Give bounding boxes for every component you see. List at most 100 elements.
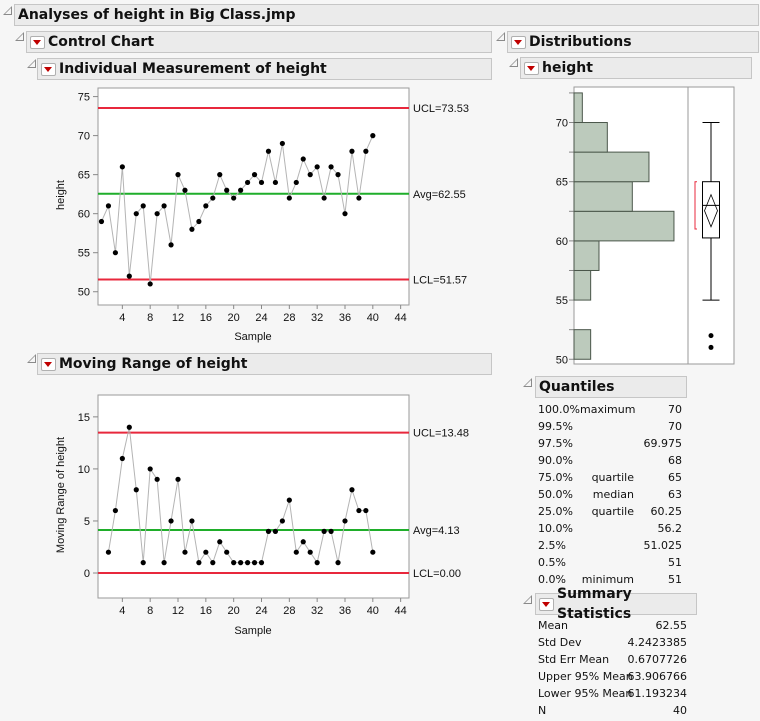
individual-point (105, 203, 112, 209)
individual-point (328, 164, 334, 170)
individual-point (363, 148, 369, 154)
individual-point (244, 179, 251, 186)
individual-point (321, 195, 327, 201)
quantile-pct: 0.5% (538, 556, 566, 569)
moving-range-point (203, 549, 209, 555)
individual-xtick-label: 28 (283, 312, 295, 324)
quantile-pct: 25.0% (538, 505, 573, 518)
mr-xlabel: Sample (234, 625, 271, 637)
mr-ylabel: Moving Range of height (55, 437, 67, 553)
summary-value: 4.2423385 (627, 636, 688, 649)
individual-ytick-label: 70 (78, 131, 90, 143)
height-header[interactable]: height (520, 57, 752, 79)
moving-range-xtick-label: 16 (200, 605, 212, 617)
individual-xlabel: Sample (234, 331, 271, 343)
moving-range-limit-label: LCL=0.00 (413, 568, 461, 580)
mean-diamond (704, 193, 718, 228)
individual-xtick-label: 40 (367, 312, 379, 324)
individual-point (231, 195, 237, 201)
disclosure-icon[interactable] (523, 378, 532, 387)
moving-range-plot-frame (97, 394, 410, 599)
quantile-pct: 90.0% (538, 454, 573, 467)
boxplot-box (702, 181, 720, 239)
moving-range-header[interactable]: Moving Range of height (37, 353, 492, 375)
quantile-pct: 2.5% (538, 539, 566, 552)
disclosure-icon[interactable] (523, 595, 532, 604)
red-triangle-menu-icon[interactable] (41, 62, 56, 76)
disclosure-icon[interactable] (509, 58, 518, 67)
individual-point (314, 164, 320, 170)
individual-series-line (101, 135, 374, 284)
control-chart-header[interactable]: Control Chart (26, 31, 492, 53)
summary-value: 62.55 (655, 619, 688, 632)
red-triangle-menu-icon[interactable] (41, 357, 56, 371)
red-triangle-menu-icon[interactable] (524, 61, 539, 75)
moving-range-point (196, 560, 202, 566)
individual-point (224, 187, 230, 193)
quantiles-header[interactable]: Quantiles (535, 376, 687, 398)
disclosure-icon[interactable] (27, 354, 36, 363)
summary-stats-title: Summary Statistics (557, 586, 632, 622)
distributions-header[interactable]: Distributions (507, 31, 759, 53)
moving-range-point (105, 549, 112, 555)
moving-range-xtick-label: 20 (228, 605, 240, 617)
quantile-label: quartile (591, 471, 634, 484)
individual-limit-label: LCL=51.57 (413, 274, 467, 286)
individual-point (258, 179, 265, 186)
report-title-text: Analyses of height in Big Class.jmp (18, 7, 296, 23)
disclosure-icon[interactable] (27, 59, 36, 68)
individual-xtick-label: 4 (119, 312, 125, 324)
moving-range-point (231, 560, 237, 566)
disclosure-icon[interactable] (496, 32, 505, 41)
summary-value: 40 (673, 704, 687, 717)
moving-range-ytick-label: 15 (78, 412, 90, 424)
moving-range-xtick-label: 4 (119, 605, 125, 617)
disclosure-icon[interactable] (3, 6, 12, 15)
moving-range-point (175, 476, 181, 482)
moving-range-point (321, 528, 327, 534)
disclosure-icon[interactable] (15, 32, 24, 41)
moving-range-point (182, 549, 188, 555)
individual-ylabel: height (55, 180, 67, 210)
moving-range-ytick-label: 0 (84, 568, 90, 580)
moving-range-point (370, 549, 376, 555)
individual-point (161, 203, 167, 209)
histogram-ytick-label: 70 (556, 118, 568, 130)
moving-range-point (224, 549, 230, 555)
quantile-pct: 75.0% (538, 471, 573, 484)
individual-point (300, 156, 306, 162)
height-title: height (542, 60, 593, 76)
red-triangle-menu-icon[interactable] (539, 597, 554, 611)
individual-chart-header[interactable]: Individual Measurement of height (37, 58, 492, 80)
histogram-bar (573, 151, 650, 183)
red-triangle-menu-icon[interactable] (511, 35, 526, 49)
summary-value: 61.193234 (627, 687, 688, 700)
individual-point (286, 195, 292, 201)
quantile-pct: 10.0% (538, 522, 573, 535)
moving-range-title: Moving Range of height (59, 356, 248, 372)
moving-range-point (112, 507, 118, 514)
quantile-pct: 50.0% (538, 488, 573, 501)
red-triangle-menu-icon[interactable] (30, 35, 45, 49)
moving-range-xtick-label: 24 (255, 605, 267, 617)
quantile-value: 51.025 (643, 539, 683, 552)
individual-xtick-label: 32 (311, 312, 323, 324)
moving-range-point (119, 455, 125, 462)
histogram-bar (573, 329, 592, 360)
moving-range-xtick-label: 32 (311, 605, 323, 617)
moving-range-point (328, 528, 334, 534)
moving-range-point (293, 549, 299, 555)
outlier-point (708, 344, 714, 350)
summary-stats-header[interactable]: Summary Statistics (535, 586, 697, 622)
histogram-bar (573, 269, 592, 301)
histogram-bar (573, 181, 633, 212)
histogram-ytick-label: 65 (556, 177, 568, 189)
moving-range-point (258, 560, 265, 566)
moving-range-point (189, 518, 195, 524)
summary-label: Mean (538, 619, 568, 632)
moving-range-limit-label: UCL=13.48 (413, 428, 469, 440)
moving-range-xtick-label: 44 (395, 605, 407, 617)
moving-range-point (356, 507, 362, 514)
moving-range-point (251, 560, 258, 566)
